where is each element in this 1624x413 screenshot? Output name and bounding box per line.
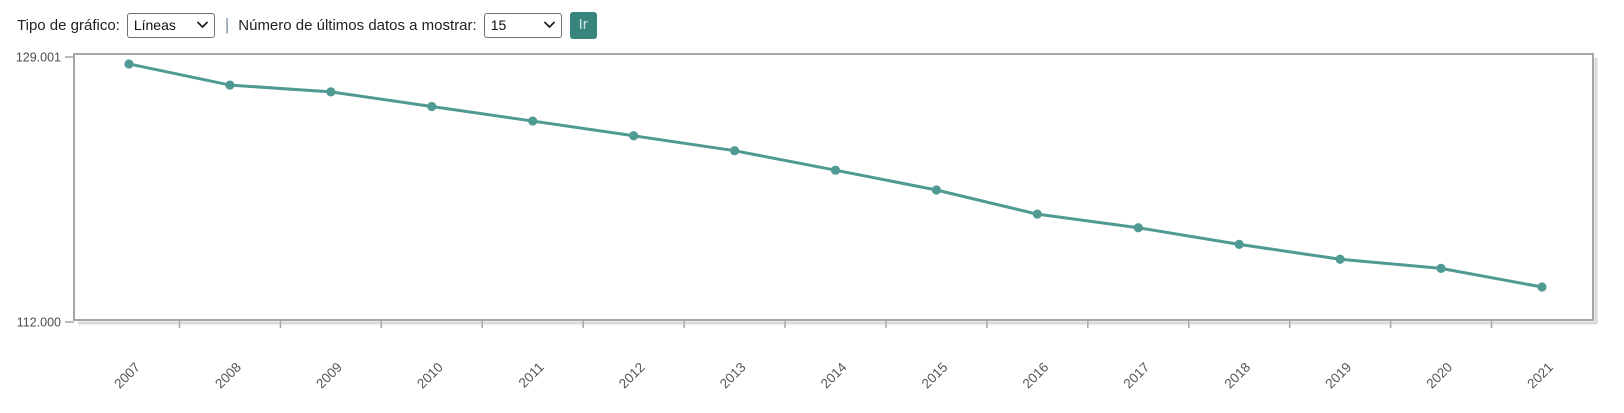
x-axis-label: 2012 [616, 360, 648, 392]
x-axis-label: 2013 [717, 360, 749, 392]
x-axis-label: 2019 [1322, 360, 1354, 392]
data-point [124, 59, 134, 69]
data-point [528, 116, 538, 126]
x-axis-label: 2017 [1121, 360, 1153, 392]
x-axis-label: 2021 [1524, 360, 1556, 392]
last-data-select[interactable]: 15 [483, 12, 562, 38]
plot-area [73, 53, 1594, 321]
data-point [729, 146, 740, 156]
data-point [1335, 254, 1345, 264]
x-axis-label: 2014 [818, 359, 850, 391]
x-axis-label: 2018 [1221, 360, 1253, 392]
last-data-label: Número de últimos datos a mostrar: [238, 16, 477, 34]
line-chart-area: 129.001 112.000 2007 2008 2009 2010 2011 2012 20… [0, 50, 1624, 408]
data-point [1133, 223, 1143, 233]
x-axis-label: 2010 [414, 360, 446, 392]
data-point [830, 165, 841, 175]
data-point [1436, 263, 1446, 273]
data-point [326, 87, 336, 97]
data-point [1234, 239, 1244, 249]
chart-toolbar: Tipo de gráfico: Líneas | Número de últi… [0, 0, 1624, 50]
x-axis-label: 2016 [1020, 360, 1052, 392]
data-point [427, 101, 437, 112]
chart-type-select[interactable]: Líneas [126, 12, 215, 38]
go-button[interactable]: Ir [569, 11, 597, 39]
data-point [931, 185, 942, 195]
y-axis-max-label: 129.001 [16, 51, 61, 65]
data-point [1032, 209, 1042, 219]
chart-type-select-wrap: Líneas [126, 12, 215, 38]
x-axis-label: 2015 [919, 360, 951, 392]
x-axis-label: 2007 [111, 360, 143, 392]
chart-type-label: Tipo de gráfico: [17, 16, 120, 34]
data-point [225, 80, 235, 90]
x-axis-label: 2008 [212, 360, 244, 392]
x-axis-label: 2009 [313, 360, 345, 392]
data-point [629, 131, 639, 141]
y-axis-min-label: 112.000 [17, 316, 61, 330]
toolbar-separator: | [224, 15, 230, 34]
data-point [1537, 282, 1547, 292]
x-axis-label: 2020 [1423, 360, 1455, 392]
x-axis-label: 2011 [516, 360, 547, 391]
line-chart-svg: 129.001 112.000 2007 2008 2009 2010 2011 2012 20… [16, 51, 1598, 392]
last-data-select-wrap: 15 [483, 12, 562, 38]
